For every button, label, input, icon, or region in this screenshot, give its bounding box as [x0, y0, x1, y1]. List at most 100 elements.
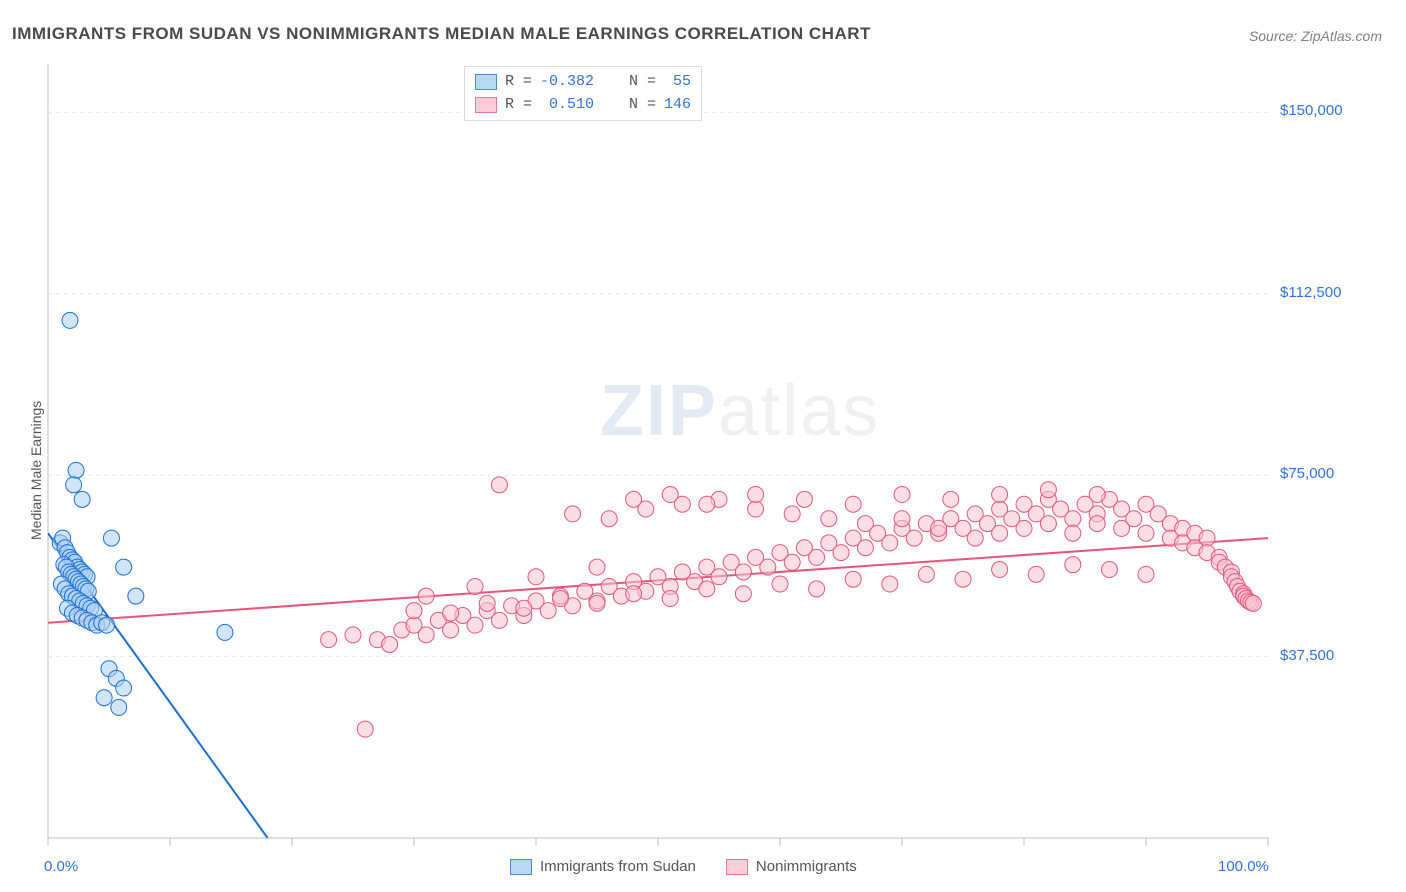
data-point-nonimm	[589, 595, 605, 611]
data-point-nonimm	[943, 491, 959, 507]
data-point-nonimm	[748, 501, 764, 517]
data-point-sudan	[62, 312, 78, 328]
y-tick-label: $150,000	[1280, 102, 1343, 119]
data-point-sudan	[96, 690, 112, 706]
legend-swatch-sudan	[475, 74, 497, 90]
data-point-sudan	[116, 559, 132, 575]
data-point-nonimm	[479, 595, 495, 611]
data-point-nonimm	[626, 491, 642, 507]
data-point-nonimm	[772, 576, 788, 592]
data-point-nonimm	[882, 535, 898, 551]
legend-label-sudan: Immigrants from Sudan	[540, 858, 696, 875]
correlation-legend: R = -0.382 N = 55R = 0.510 N =146	[464, 66, 702, 121]
data-point-nonimm	[845, 496, 861, 512]
data-point-nonimm	[1016, 520, 1032, 536]
data-point-nonimm	[540, 603, 556, 619]
series-legend: Immigrants from Sudan Nonimmigrants	[510, 858, 857, 875]
data-point-nonimm	[406, 603, 422, 619]
data-point-nonimm	[1065, 525, 1081, 541]
data-point-nonimm	[443, 622, 459, 638]
data-point-nonimm	[882, 576, 898, 592]
data-point-nonimm	[894, 487, 910, 503]
data-point-sudan	[116, 680, 132, 696]
y-tick-label: $112,500	[1280, 284, 1341, 301]
data-point-nonimm	[443, 605, 459, 621]
data-point-nonimm	[735, 586, 751, 602]
data-point-nonimm	[992, 525, 1008, 541]
r-label: R =	[505, 94, 532, 117]
regression-line-dashed-sudan	[268, 838, 317, 892]
data-point-nonimm	[1126, 511, 1142, 527]
data-point-nonimm	[821, 511, 837, 527]
data-point-nonimm	[967, 530, 983, 546]
data-point-nonimm	[699, 496, 715, 512]
correlation-row-nonimm: R = 0.510 N =146	[475, 94, 691, 117]
data-point-nonimm	[552, 591, 568, 607]
data-point-nonimm	[1065, 511, 1081, 527]
data-point-nonimm	[528, 569, 544, 585]
data-point-nonimm	[467, 578, 483, 594]
data-point-nonimm	[1089, 487, 1105, 503]
legend-swatch-bottom-nonimm	[726, 859, 748, 875]
data-point-nonimm	[711, 569, 727, 585]
data-point-nonimm	[735, 564, 751, 580]
data-point-nonimm	[1040, 516, 1056, 532]
data-point-nonimm	[1199, 530, 1215, 546]
data-point-nonimm	[784, 554, 800, 570]
data-point-nonimm	[809, 581, 825, 597]
n-value-sudan: 55	[664, 71, 691, 94]
x-max-label: 100.0%	[1218, 858, 1269, 875]
r-value-nonimm: 0.510	[540, 94, 594, 117]
legend-swatch-nonimm	[475, 97, 497, 113]
data-point-nonimm	[1089, 516, 1105, 532]
n-label: N =	[602, 94, 656, 117]
legend-item-nonimm: Nonimmigrants	[726, 858, 857, 875]
legend-item-sudan: Immigrants from Sudan	[510, 858, 696, 875]
data-point-nonimm	[357, 721, 373, 737]
legend-label-nonimm: Nonimmigrants	[756, 858, 857, 875]
data-point-nonimm	[906, 530, 922, 546]
x-min-label: 0.0%	[44, 858, 78, 875]
scatter-chart	[0, 0, 1406, 892]
data-point-sudan	[66, 477, 82, 493]
correlation-row-sudan: R = -0.382 N = 55	[475, 71, 691, 94]
n-label: N =	[602, 71, 656, 94]
data-point-sudan	[74, 491, 90, 507]
data-point-nonimm	[1028, 566, 1044, 582]
data-point-nonimm	[1245, 595, 1261, 611]
data-point-nonimm	[894, 511, 910, 527]
data-point-nonimm	[918, 566, 934, 582]
data-point-nonimm	[857, 540, 873, 556]
data-point-nonimm	[760, 559, 776, 575]
plot-area	[48, 312, 1268, 892]
data-point-sudan	[217, 624, 233, 640]
data-point-nonimm	[784, 506, 800, 522]
data-point-nonimm	[418, 627, 434, 643]
data-point-nonimm	[1138, 525, 1154, 541]
data-point-nonimm	[992, 487, 1008, 503]
data-point-nonimm	[809, 549, 825, 565]
data-point-nonimm	[321, 632, 337, 648]
data-point-nonimm	[601, 511, 617, 527]
data-point-nonimm	[748, 487, 764, 503]
data-point-nonimm	[1065, 557, 1081, 573]
data-point-nonimm	[845, 571, 861, 587]
data-point-nonimm	[382, 637, 398, 653]
data-point-sudan	[103, 530, 119, 546]
r-label: R =	[505, 71, 532, 94]
data-point-nonimm	[1101, 562, 1117, 578]
data-point-nonimm	[491, 612, 507, 628]
data-point-nonimm	[833, 545, 849, 561]
data-point-sudan	[111, 699, 127, 715]
r-value-sudan: -0.382	[540, 71, 594, 94]
data-point-sudan	[99, 617, 115, 633]
data-point-nonimm	[565, 506, 581, 522]
data-point-nonimm	[955, 571, 971, 587]
data-point-nonimm	[418, 588, 434, 604]
y-tick-label: $75,000	[1280, 465, 1334, 482]
data-point-nonimm	[516, 600, 532, 616]
legend-swatch-bottom-sudan	[510, 859, 532, 875]
data-point-nonimm	[796, 491, 812, 507]
data-point-nonimm	[662, 487, 678, 503]
data-point-nonimm	[1040, 482, 1056, 498]
